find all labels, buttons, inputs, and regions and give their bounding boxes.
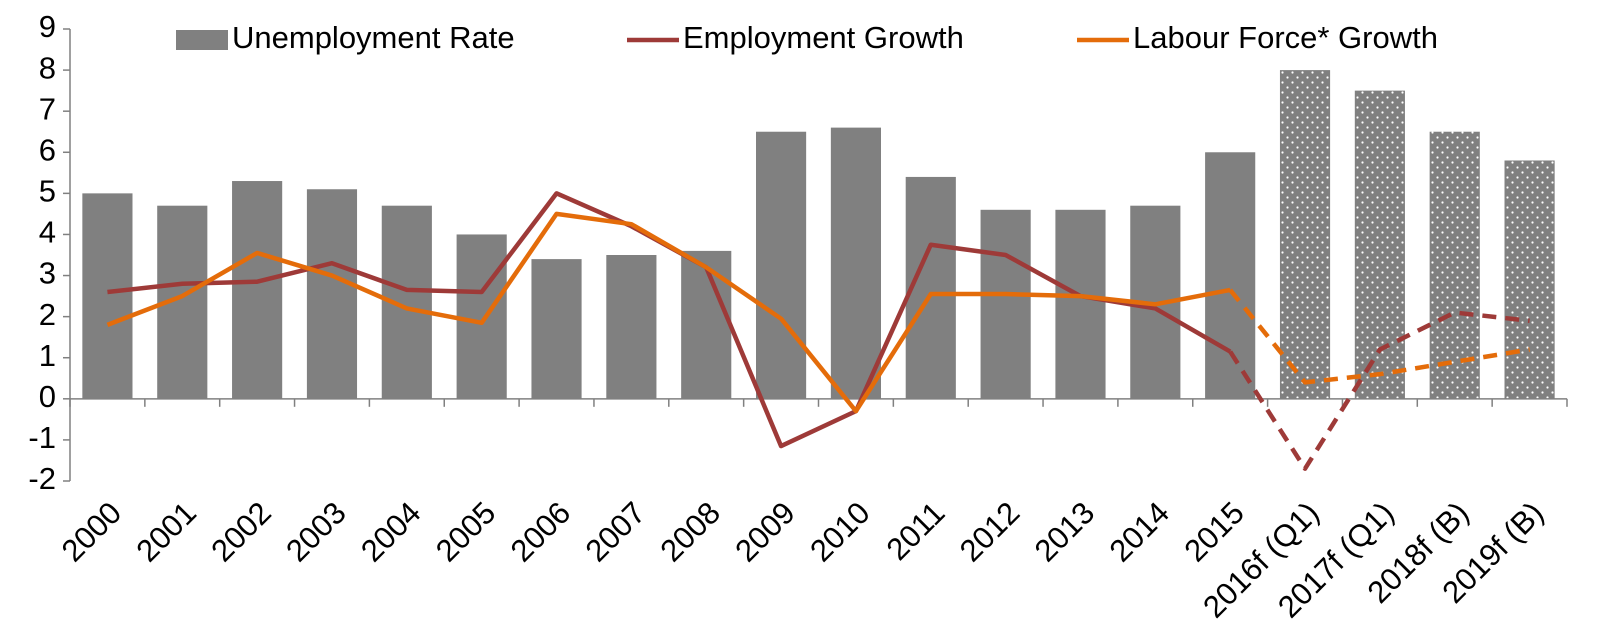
- bar: [830, 127, 881, 399]
- x-tick-label: 2005: [429, 495, 503, 569]
- bar: [756, 131, 807, 399]
- x-tick-label: 2013: [1028, 495, 1102, 569]
- x-tick-label: 2006: [504, 495, 578, 569]
- bar: [82, 193, 133, 399]
- x-tick-label: 2009: [728, 495, 802, 569]
- x-tick-label: 2002: [204, 495, 278, 569]
- x-tick-label: 2007: [579, 495, 653, 569]
- bar: [232, 181, 283, 399]
- x-tick-label: 2014: [1103, 495, 1177, 569]
- forecast-line: [1228, 288, 1530, 385]
- legend-label: Employment Growth: [683, 20, 964, 55]
- bar: [1055, 209, 1106, 399]
- y-tick-label: 8: [39, 50, 56, 85]
- x-tick-label: 2010: [803, 495, 877, 569]
- x-tick-label: 2001: [129, 495, 203, 569]
- y-tick-label: -2: [28, 461, 56, 496]
- x-tick-label: 2012: [953, 495, 1027, 569]
- y-tick-label: 0: [39, 379, 56, 414]
- bar: [1205, 152, 1256, 399]
- bar: [1279, 70, 1331, 399]
- legend-label: Labour Force* Growth: [1133, 20, 1438, 55]
- legend-label: Unemployment Rate: [232, 20, 515, 55]
- forecast-line: [1228, 310, 1530, 471]
- bar: [606, 255, 657, 399]
- legend-swatch: [176, 30, 228, 50]
- y-tick-label: 1: [39, 338, 56, 373]
- x-tick-label: 2000: [55, 495, 129, 569]
- line: [106, 211, 1231, 414]
- y-tick-label: 3: [39, 256, 56, 291]
- bar: [980, 209, 1031, 399]
- bar: [1429, 131, 1480, 399]
- bar: [531, 259, 582, 399]
- bar: [456, 234, 507, 399]
- bar: [1504, 160, 1555, 399]
- x-tick-label: 2004: [354, 495, 428, 569]
- y-tick-label: 5: [39, 174, 56, 209]
- y-tick-label: 4: [39, 215, 56, 250]
- y-tick-label: 9: [39, 9, 56, 44]
- x-tick-label: 2011: [880, 495, 952, 567]
- y-tick-label: 2: [39, 297, 56, 332]
- x-tick-label: 2003: [279, 495, 353, 569]
- y-tick-label: 7: [39, 91, 56, 126]
- bar: [905, 176, 956, 399]
- bar: [681, 250, 732, 399]
- x-tick-label: 2008: [653, 495, 727, 569]
- bar: [306, 189, 358, 399]
- y-tick-label: -1: [28, 420, 56, 455]
- y-tick-label: 6: [39, 132, 56, 167]
